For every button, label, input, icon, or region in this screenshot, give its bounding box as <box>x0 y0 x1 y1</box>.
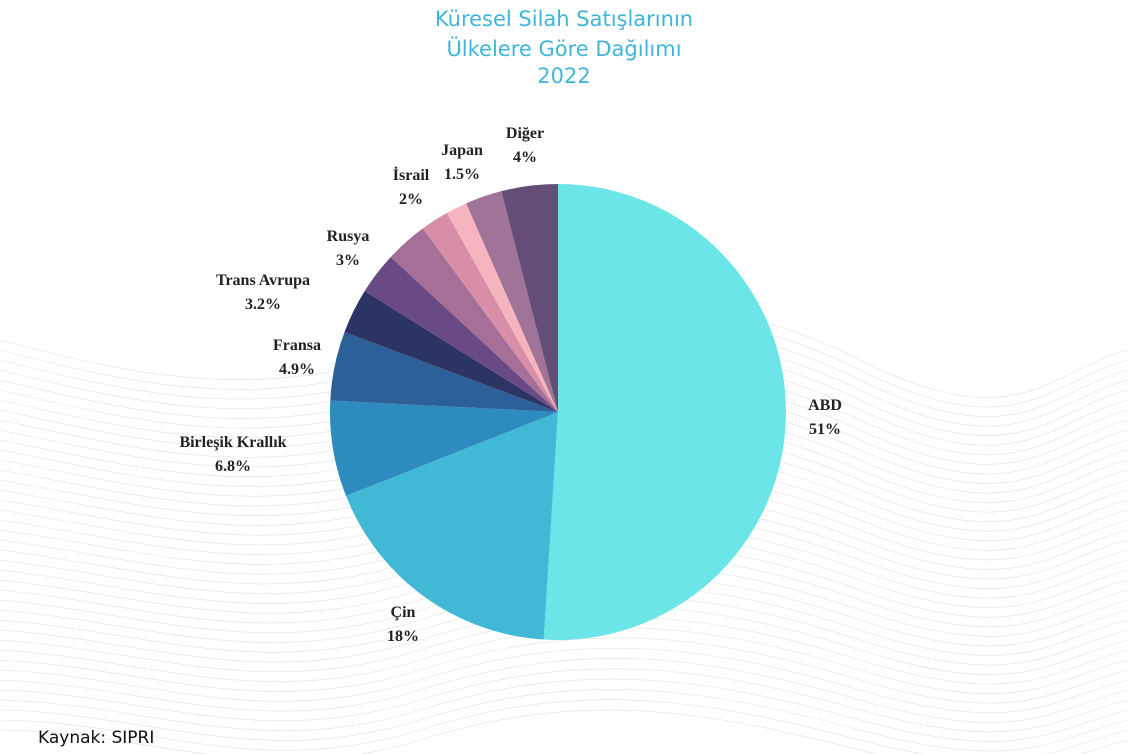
wave-line <box>0 647 1128 714</box>
chart-title: Küresel Silah Satışlarının Ülkelere Göre… <box>434 7 694 61</box>
slice-label: Diğer <box>506 125 544 142</box>
chart-subtitle: 2022 <box>537 64 591 88</box>
slice-value-label: 18% <box>387 628 419 645</box>
slice-label: Fransa <box>273 337 321 354</box>
source: Kaynak: SIPRI <box>38 728 155 748</box>
pie-slice <box>501 184 558 412</box>
slice-value-label: 3% <box>336 252 360 269</box>
slice-label: Japan <box>441 142 483 159</box>
slice-label: İsrail <box>393 165 430 184</box>
slice-label: Rusya <box>327 228 370 245</box>
pie-slice <box>364 256 558 412</box>
wave-line <box>0 699 1128 754</box>
wave-line <box>0 689 1128 752</box>
slice-value-label: 2% <box>399 191 423 208</box>
pie-slice <box>390 228 558 412</box>
slice-label: Birleşik Krallık <box>179 434 286 451</box>
slice-label: ABD <box>808 397 842 414</box>
pie-slice <box>344 291 558 412</box>
slice-value-label: 4% <box>513 149 537 166</box>
slice-value-label: 3.2% <box>245 296 281 313</box>
pie-slice <box>422 212 558 412</box>
pie-slice <box>329 400 558 496</box>
wave-line <box>0 709 1128 754</box>
slice-value-label: 51% <box>809 421 841 438</box>
wave-line <box>0 678 1128 742</box>
slice-label: Çin <box>391 604 416 621</box>
pie-slice <box>543 184 786 641</box>
wave-line <box>0 637 1128 704</box>
slice-value-label: 6.8% <box>215 458 251 475</box>
pie-slice <box>330 332 558 412</box>
wave-line <box>0 668 1128 733</box>
slice-value-label: 4.9% <box>279 361 315 378</box>
pie-slice <box>346 412 558 640</box>
slice-label: Trans Avrupa <box>216 272 310 289</box>
wave-line <box>0 658 1128 723</box>
pie-slice <box>446 203 558 412</box>
pie-slice <box>466 191 558 412</box>
slice-value-label: 1.5% <box>444 166 480 183</box>
